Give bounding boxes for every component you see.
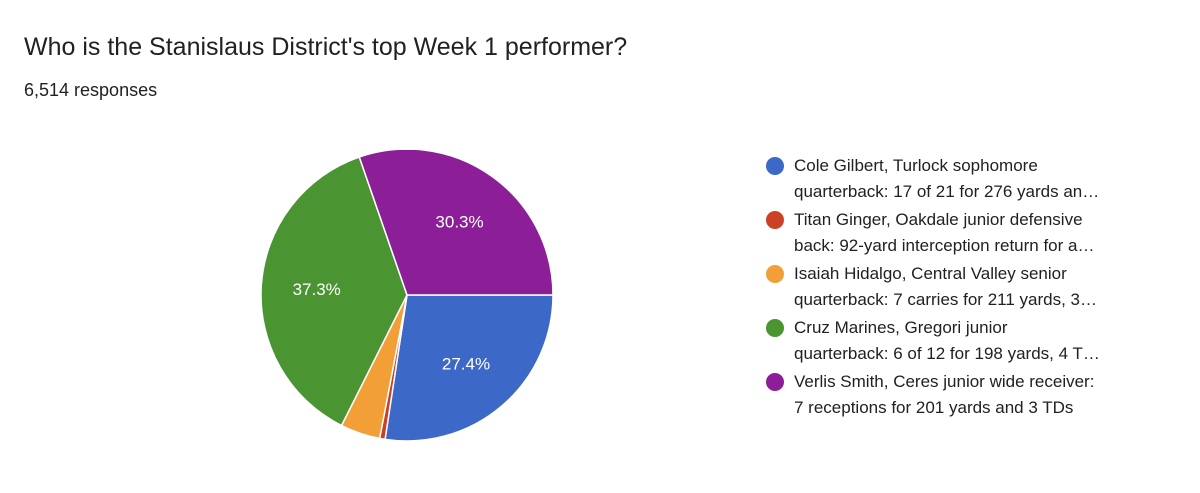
response-count: 6,514 responses [24, 80, 158, 100]
slice-percent-label: 37.3% [293, 280, 341, 299]
legend-label-line1: Cruz Marines, Gregori junior [794, 318, 1008, 337]
legend-label-line1: Verlis Smith, Ceres junior wide receiver… [794, 372, 1095, 391]
pie-slice[interactable] [384, 294, 554, 442]
legend-label-line2: quarterback: 6 of 12 for 198 yards, 4 T… [794, 344, 1100, 363]
legend-label-line2: 7 receptions for 201 yards and 3 TDs [794, 398, 1074, 417]
question-title: Who is the Stanislaus District's top Wee… [24, 33, 628, 61]
chart-legend: Cole Gilbert, Turlock sophomore quarterb… [766, 153, 1186, 423]
legend-color-swatch [766, 319, 784, 337]
pie-slice[interactable] [358, 150, 554, 296]
legend-label-line1: Titan Ginger, Oakdale junior defensive [794, 210, 1083, 229]
legend-label-line1: Cole Gilbert, Turlock sophomore [794, 156, 1038, 175]
pie-slice[interactable] [260, 156, 408, 427]
legend-item[interactable]: Isaiah Hidalgo, Central Valley senior qu… [766, 261, 1186, 313]
slice-percent-label: 27.4% [442, 355, 490, 374]
slice-percent-label: 30.3% [435, 212, 483, 231]
legend-label-line2: quarterback: 17 of 21 for 276 yards an… [794, 182, 1100, 201]
legend-item[interactable]: Verlis Smith, Ceres junior wide receiver… [766, 369, 1186, 421]
legend-item[interactable]: Titan Ginger, Oakdale junior defensive b… [766, 207, 1186, 259]
legend-color-swatch [766, 211, 784, 229]
pie-chart: 27.4% 37.3% 30.3% [260, 150, 554, 442]
legend-color-swatch [766, 157, 784, 175]
legend-item[interactable]: Cruz Marines, Gregori junior quarterback… [766, 315, 1186, 367]
legend-label-line1: Isaiah Hidalgo, Central Valley senior [794, 264, 1067, 283]
legend-item[interactable]: Cole Gilbert, Turlock sophomore quarterb… [766, 153, 1186, 205]
legend-color-swatch [766, 265, 784, 283]
legend-color-swatch [766, 373, 784, 391]
legend-label-line2: back: 92-yard interception return for a… [794, 236, 1095, 255]
legend-label-line2: quarterback: 7 carries for 211 yards, 3… [794, 290, 1097, 309]
